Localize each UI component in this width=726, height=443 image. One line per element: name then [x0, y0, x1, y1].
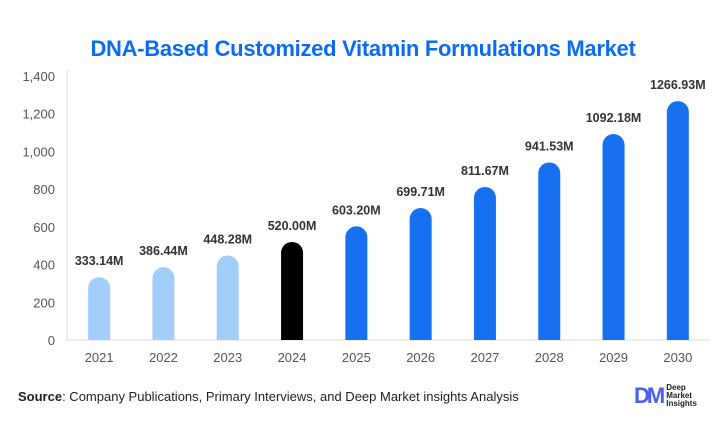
logo: DM Deep Market Insights	[634, 383, 697, 409]
data-label: 941.53M	[525, 139, 574, 153]
bar-2023	[216, 255, 239, 340]
x-tick-label: 2028	[535, 350, 564, 365]
bar-2030	[666, 101, 689, 341]
bar-2022	[152, 267, 175, 340]
y-tick-label: 1,000	[22, 144, 55, 159]
bar-2024	[281, 241, 304, 340]
logo-mark: DM	[634, 383, 665, 408]
y-tick-label: 1,400	[22, 69, 55, 84]
data-label: 699.71M	[396, 185, 445, 199]
bar-2026	[409, 208, 432, 340]
y-tick-label: 0	[48, 333, 55, 348]
logo-line: Insights	[666, 399, 697, 408]
x-tick-label: 2027	[470, 350, 499, 365]
data-label: 811.67M	[461, 164, 509, 178]
x-tick-label: 2023	[213, 350, 242, 365]
logo-line: Market	[666, 391, 693, 400]
y-tick-label: 600	[33, 220, 55, 235]
bar-2027	[473, 186, 496, 340]
bar-2029	[602, 134, 625, 340]
x-tick-label: 2026	[406, 350, 435, 365]
data-label: 333.14M	[75, 254, 124, 268]
source-text: : Company Publications, Primary Intervie…	[62, 389, 519, 404]
y-tick-label: 200	[33, 295, 55, 310]
bar-chart: 0 200 400 600 800 1,000 1,200 1,400 333.14M 2021 3…	[22, 69, 710, 365]
data-label: 448.28M	[203, 232, 252, 246]
x-tick-label: 2025	[342, 350, 371, 365]
data-label: 520.00M	[268, 219, 317, 233]
bar-2025	[345, 226, 368, 340]
source-label: Source	[18, 389, 63, 404]
data-label: 386.44M	[139, 244, 188, 258]
y-tick-label: 1,200	[22, 107, 55, 122]
y-tick-label: 400	[33, 258, 55, 273]
data-label: 1266.93M	[650, 78, 706, 92]
x-tick-label: 2024	[278, 350, 307, 365]
x-tick-label: 2030	[663, 350, 692, 365]
logo-line: Deep	[666, 383, 686, 392]
y-tick-label: 800	[33, 182, 55, 197]
data-label: 1092.18M	[586, 111, 642, 125]
bar-2028	[538, 162, 561, 340]
bar-2021	[88, 277, 111, 340]
source-note: Source: Company Publications, Primary In…	[18, 389, 519, 404]
chart-title: DNA-Based Customized Vitamin Formulation…	[90, 36, 636, 61]
logo-text: Deep Market Insights	[666, 384, 697, 408]
x-tick-label: 2022	[149, 350, 178, 365]
data-label: 603.20M	[332, 203, 381, 217]
x-tick-label: 2029	[599, 350, 628, 365]
x-tick-label: 2021	[85, 350, 114, 365]
